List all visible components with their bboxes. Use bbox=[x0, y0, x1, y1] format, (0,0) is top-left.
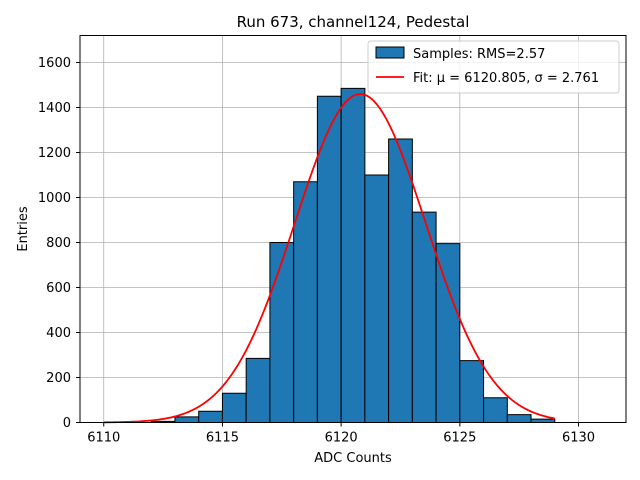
legend-label-fit: Fit: μ = 6120.805, σ = 2.761 bbox=[413, 71, 599, 86]
histogram-bar bbox=[340, 87, 366, 423]
histogram-bar bbox=[221, 392, 247, 423]
histogram-bar bbox=[174, 416, 200, 423]
y-axis-ticks: 0 200 400 600 800 1000 1200 1400 1600 bbox=[38, 56, 80, 431]
histogram-bar bbox=[198, 410, 223, 423]
x-axis-ticks: 6110 6115 6120 6125 6130 bbox=[87, 422, 595, 446]
histogram-bar bbox=[388, 138, 413, 423]
histogram-bar bbox=[245, 357, 271, 423]
y-tick-label: 400 bbox=[46, 326, 71, 341]
x-tick-label: 6120 bbox=[325, 431, 358, 446]
chart-title: Run 673, channel124, Pedestal bbox=[237, 13, 470, 31]
legend-box bbox=[367, 40, 620, 94]
y-tick-label: 1400 bbox=[38, 101, 71, 116]
histogram-bar bbox=[364, 174, 390, 423]
y-tick-label: 200 bbox=[46, 371, 71, 386]
x-tick-label: 6130 bbox=[562, 431, 595, 446]
histogram-bars bbox=[150, 87, 556, 423]
legend: Samples: RMS=2.57 Fit: μ = 6120.805, σ =… bbox=[367, 40, 620, 94]
histogram-bar bbox=[506, 414, 532, 423]
plot-frame bbox=[79, 35, 627, 423]
histogram-bar bbox=[269, 242, 295, 423]
x-tick-label: 6115 bbox=[206, 431, 239, 446]
legend-swatch-samples bbox=[375, 46, 405, 59]
histogram-bar bbox=[483, 397, 508, 423]
histogram-bar bbox=[316, 95, 342, 423]
y-tick-label: 800 bbox=[46, 236, 71, 251]
y-tick-label: 1600 bbox=[38, 56, 71, 71]
x-tick-label: 6110 bbox=[87, 431, 120, 446]
y-axis-label: Entries bbox=[16, 206, 31, 252]
histogram-bar bbox=[459, 360, 485, 423]
x-axis-label: ADC Counts bbox=[314, 451, 392, 466]
legend-label-samples: Samples: RMS=2.57 bbox=[413, 47, 545, 62]
y-tick-label: 0 bbox=[63, 416, 71, 431]
fit-curve bbox=[103, 93, 555, 424]
y-tick-label: 1000 bbox=[38, 191, 71, 206]
y-tick-label: 600 bbox=[46, 281, 71, 296]
histogram-bar bbox=[435, 243, 461, 423]
histogram-bar bbox=[530, 418, 556, 423]
x-tick-label: 6125 bbox=[443, 431, 476, 446]
y-tick-label: 1200 bbox=[38, 146, 71, 161]
fit-curve-layer bbox=[103, 93, 555, 424]
